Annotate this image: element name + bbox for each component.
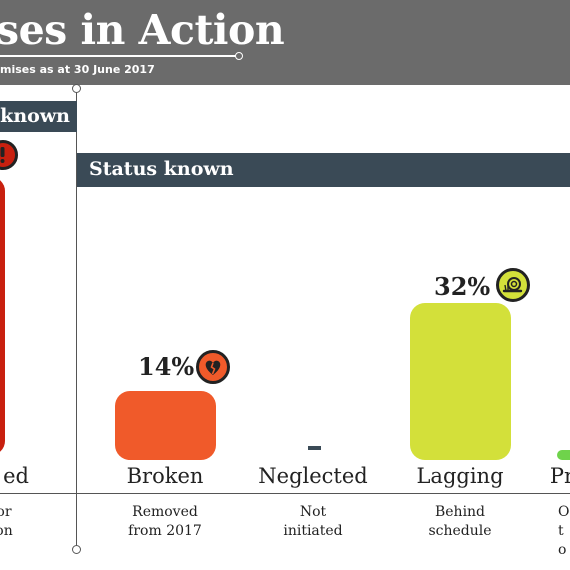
status-known-label: Status known <box>89 158 234 180</box>
category-desc-broken: Removed from 2017 <box>128 504 202 539</box>
category-desc-lagging: Behind schedule <box>428 504 492 539</box>
status-unknown-band: known <box>0 101 77 132</box>
divider-main <box>76 132 77 550</box>
bar-progress <box>557 450 570 460</box>
category-label-progress: Pr <box>549 464 570 488</box>
title-underline-dot <box>235 52 243 60</box>
divider-dot-bottom <box>72 545 81 554</box>
divider-dot-top <box>72 84 81 93</box>
bar-lagging <box>410 303 511 460</box>
page-subtitle: mises as at 30 June 2017 <box>0 63 155 76</box>
category-desc-neglected: Not initiated <box>283 504 343 539</box>
exclamation-icon <box>0 140 18 170</box>
broken-heart-icon <box>196 350 230 384</box>
category-desc-progress: On t o <box>558 504 570 558</box>
snail-icon <box>496 268 530 302</box>
category-label-neglected: Neglected <box>258 464 368 488</box>
title-underline <box>0 55 238 57</box>
status-known-band: Status known <box>77 153 570 187</box>
divider-top <box>76 86 77 102</box>
page-title: ses in Action <box>0 6 285 54</box>
value-label-lagging: 32% <box>434 272 491 301</box>
status-unknown-label: known <box>0 105 70 127</box>
header-band: ses in Action mises as at 30 June 2017 <box>0 0 570 85</box>
category-label-broken: Broken <box>126 464 204 488</box>
category-label-red: ed <box>3 464 29 488</box>
bar-red <box>0 177 5 455</box>
bar-broken <box>115 391 216 460</box>
chart-baseline <box>0 493 570 494</box>
value-label-neglected <box>308 446 321 450</box>
category-desc-red: or on <box>0 504 13 539</box>
category-label-lagging: Lagging <box>416 464 504 488</box>
value-label-broken: 14% <box>138 352 195 381</box>
